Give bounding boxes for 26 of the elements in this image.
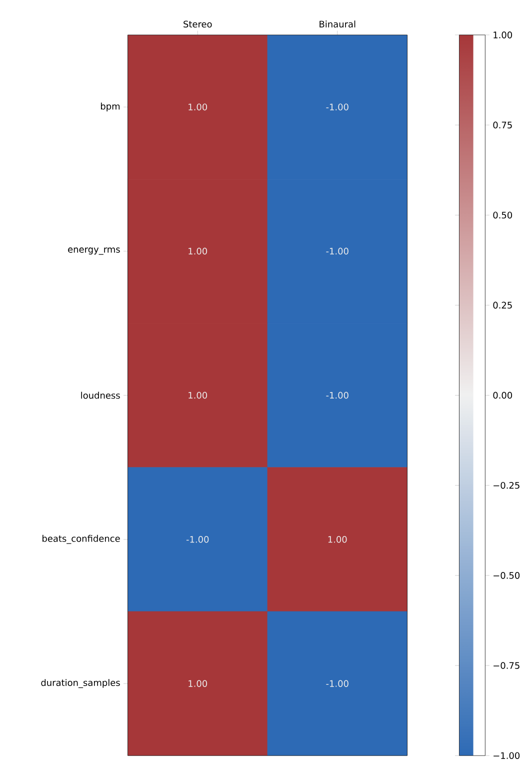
color-bar-label: 1.00 (494, 32, 512, 38)
y-tick-label: loudness (81, 392, 120, 399)
data-label: 1.00 (188, 680, 207, 687)
data-label: -1.00 (326, 680, 348, 687)
data-label: 1.00 (188, 392, 207, 399)
data-label: 1.00 (188, 104, 207, 110)
color-bar-label: 0.00 (493, 392, 512, 399)
data-label: -1.00 (326, 104, 348, 110)
color-bar-label: 0.25 (493, 302, 512, 309)
data-label: 1.00 (188, 248, 207, 255)
data-label: -1.00 (326, 248, 348, 255)
color-bar-label: −1.00 (494, 752, 520, 760)
y-tick-label: energy_rms (68, 248, 120, 255)
color-bar-label: −0.25 (494, 482, 520, 489)
x-tick-label: Binaural (320, 20, 356, 28)
y-tick-label: duration_samples (41, 679, 120, 688)
data-label: -1.00 (186, 536, 209, 543)
color-bar-label: −0.75 (494, 662, 520, 669)
color-bar-label: −0.50 (494, 572, 520, 579)
color-bar-label: 0.75 (493, 122, 512, 128)
x-tick-label: Stereo (184, 20, 212, 28)
data-label: -1.00 (326, 392, 348, 399)
color-bar-label: 0.50 (493, 212, 512, 218)
data-label: 1.00 (328, 536, 347, 543)
y-tick-label: beats_confidence (42, 534, 120, 544)
y-tick-label: bpm (100, 102, 120, 112)
